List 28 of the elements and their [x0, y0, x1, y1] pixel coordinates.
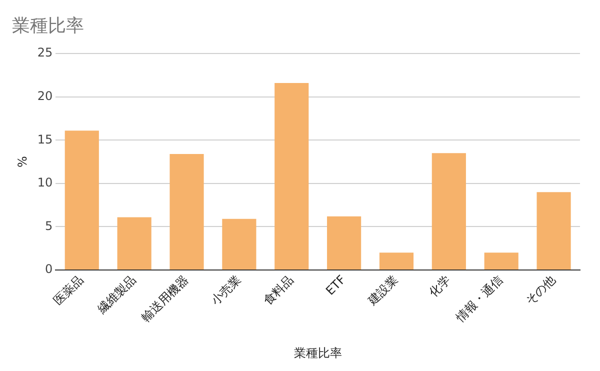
bar	[484, 252, 518, 270]
x-tick-label: 情報・通信	[452, 272, 506, 326]
x-tick-label: 建設業	[364, 272, 401, 309]
bar	[170, 154, 204, 270]
x-tick-label: その他	[522, 272, 558, 308]
x-tick-label: 医薬品	[50, 272, 86, 308]
bar	[117, 217, 152, 270]
y-tick-label: 15	[37, 132, 53, 146]
x-tick-label: 食料品	[260, 272, 296, 308]
x-tick-label: 繊維製品	[94, 272, 139, 318]
bar	[274, 83, 309, 270]
chart-title: 業種比率	[12, 15, 84, 36]
x-tick-label: 小売業	[208, 272, 244, 308]
x-tick-label: 化学	[426, 272, 454, 300]
bar	[222, 218, 256, 270]
y-tick-label: 25	[37, 46, 53, 60]
y-tick-label: 5	[45, 218, 53, 233]
bar	[64, 130, 99, 270]
bar	[327, 216, 362, 270]
bar	[536, 192, 571, 270]
x-tick-label: 輸送用機器	[138, 272, 192, 325]
bar	[432, 153, 466, 270]
y-tick-label: 20	[37, 89, 53, 104]
bar	[379, 252, 414, 270]
y-tick-label: 10	[37, 176, 53, 190]
y-axis-title: %	[15, 156, 30, 168]
x-axis-title: 業種比率	[294, 346, 342, 360]
y-tick-label: 0	[45, 262, 53, 276]
